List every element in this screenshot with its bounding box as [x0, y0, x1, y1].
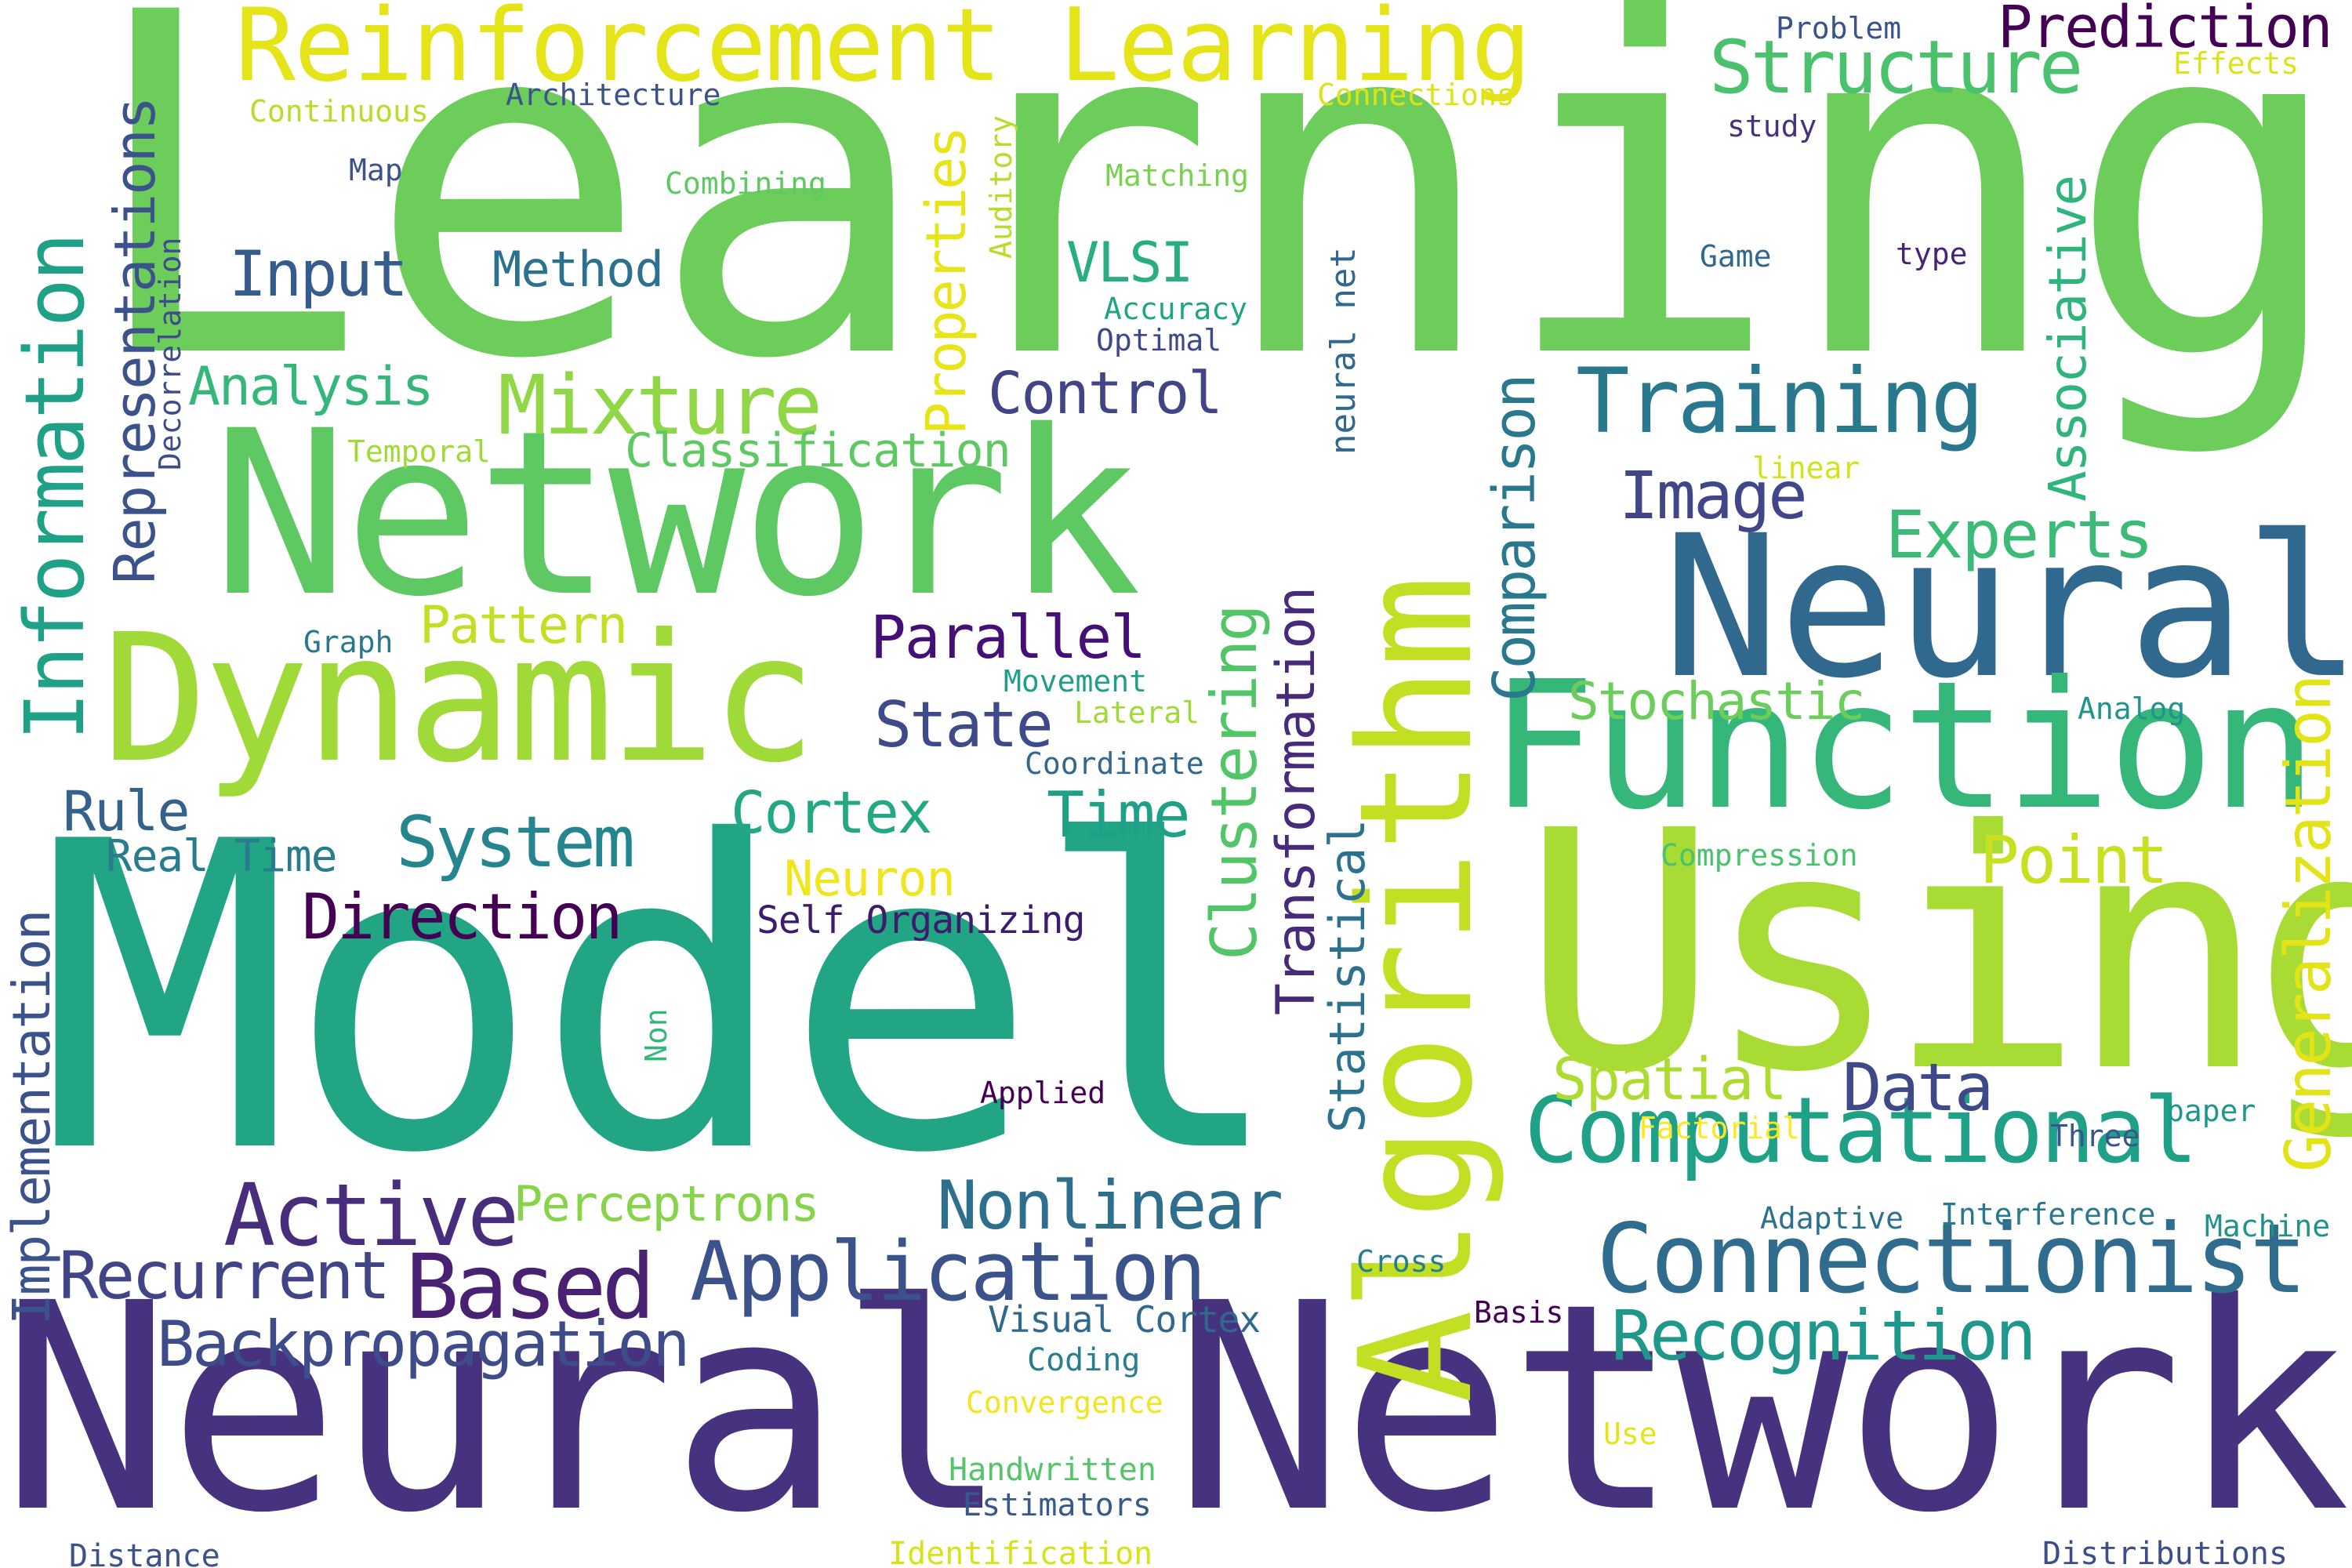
word-coding: Coding [1027, 1342, 1141, 1378]
word-combining: Combining [665, 166, 826, 201]
word-perceptrons: Perceptrons [514, 1175, 820, 1232]
word-graph: Graph [303, 625, 394, 659]
word-real-time: Real Time [106, 831, 337, 882]
word-rule: Rule [63, 779, 191, 844]
word-prediction: Prediction [1998, 0, 2333, 61]
word-type: type [1896, 237, 1968, 271]
word-function: Function [1490, 644, 2318, 849]
word-spatial: Spatial [1552, 1046, 1788, 1113]
word-image: Image [1619, 457, 1808, 534]
word-input: Input [229, 238, 408, 310]
word-vlsi: VLSI [1066, 230, 1194, 295]
word-decorrelation: Decorrelation [153, 237, 187, 470]
word-pattern: Pattern [419, 595, 628, 655]
word-system: System [396, 801, 635, 884]
word-point: Point [1980, 822, 2169, 898]
word-lateral: Lateral [1074, 695, 1200, 730]
word-neural-network: Neural Network [0, 1243, 2350, 1568]
word-optimal: Optimal [1096, 323, 1222, 358]
word-generalization: Generalization [2272, 676, 2345, 1172]
word-machine: Machine [2205, 1209, 2331, 1243]
word-reinforcement-learning: Reinforcement Learning [235, 0, 1531, 104]
word-recognition: Recognition [1611, 1295, 2037, 1376]
word-based: Based [405, 1235, 655, 1339]
word-neural: Neural [1662, 493, 2352, 721]
word-time: Time [1047, 779, 1191, 851]
word-cortex: Cortex [731, 779, 932, 847]
word-distributions: Distributions [2042, 1536, 2288, 1568]
word-linear: linear [1752, 451, 1860, 485]
word-interference: Interference [1940, 1197, 2156, 1232]
word-problem: Problem [1776, 11, 1902, 45]
word-basis: Basis [1474, 1295, 1564, 1330]
word-backpropagation: Backpropagation [157, 1308, 690, 1381]
word-structure: Structure [1709, 25, 2083, 111]
word-network: Network [212, 383, 1142, 647]
word-experts: Experts [1886, 496, 2154, 573]
word-state: State [874, 688, 1054, 761]
word-self-organizing: Self Organizing [757, 898, 1085, 942]
word-training: Training [1576, 349, 1984, 453]
word-auditory: Auditory [984, 114, 1018, 259]
word-mixture: Mixture [498, 358, 822, 453]
word-control: Control [988, 360, 1223, 427]
word-data: Data [1842, 1049, 1994, 1126]
word-effects: Effects [2173, 46, 2299, 81]
word-neural-net: neural net [1323, 247, 1363, 455]
word-stochastic: Stochastic [1568, 671, 1865, 731]
word-paper: paper [2166, 1094, 2256, 1128]
word-map: Map [349, 153, 403, 187]
word-model: Model [38, 753, 1287, 1246]
word-study: study [1727, 109, 1817, 143]
word-clustering: Clustering [1198, 606, 1271, 960]
word-use: Use [1603, 1417, 1657, 1451]
word-coordinate: Coordinate [1025, 746, 1204, 781]
word-visual-cortex: Visual Cortex [988, 1298, 1261, 1341]
word-direction: Direction [302, 880, 622, 953]
word-adaptive: Adaptive [1760, 1201, 1904, 1236]
word-three: Three [2050, 1119, 2140, 1153]
word-convergence: Convergence [966, 1385, 1163, 1420]
word-information: Information [7, 235, 103, 741]
word-application: Application [690, 1224, 1207, 1319]
word-factorial: Factorial [1639, 1111, 1800, 1145]
word-distance: Distance [69, 1538, 220, 1568]
word-computational: Computational [1524, 1078, 2198, 1184]
word-active: Active [223, 1165, 519, 1265]
word-matching: Matching [1105, 158, 1250, 193]
word-cross: Cross [1356, 1244, 1446, 1279]
word-neuron: Neuron [784, 850, 956, 907]
word-compression: Compression [1661, 838, 1858, 873]
word-connections: Connections [1317, 78, 1515, 112]
word-estimators: Estimators [963, 1487, 1152, 1523]
word-identification: Identification [888, 1536, 1153, 1568]
word-transformation: Transformation [1265, 587, 1327, 1015]
word-method: Method [492, 241, 664, 298]
word-using: Using [1521, 761, 2352, 1145]
word-connectionist: Connectionist [1596, 1203, 2307, 1315]
word-statistical: Statistical [1319, 819, 1376, 1133]
word-accuracy: Accuracy [1104, 292, 1248, 326]
word-implementation: Implementation [2, 910, 62, 1325]
word-non: Non [639, 1008, 673, 1062]
word-nonlinear: Nonlinear [937, 1167, 1283, 1245]
word-associative: Associative [2038, 176, 2098, 502]
word-game: Game [1700, 239, 1772, 274]
word-movement: Movement [1004, 664, 1148, 699]
word-analysis: Analysis [188, 356, 434, 418]
word-architecture: Architecture [506, 78, 721, 112]
word-handwritten: Handwritten [949, 1452, 1156, 1488]
word-recurrent: Recurrent [59, 1237, 390, 1314]
word-comparison: Comparison [1481, 376, 1548, 702]
word-temporal: Temporal [347, 434, 492, 469]
word-learning: Learning [83, 0, 2349, 462]
word-dynamic: Dynamic [102, 597, 817, 802]
word-applied: Applied [980, 1076, 1106, 1110]
word-classification: Classification [625, 423, 1011, 478]
word-continuous: Continuous [249, 94, 429, 129]
word-analog: Analog [2078, 691, 2186, 726]
word-parallel: Parallel [870, 602, 1146, 672]
word-properties: Properties [914, 128, 978, 435]
